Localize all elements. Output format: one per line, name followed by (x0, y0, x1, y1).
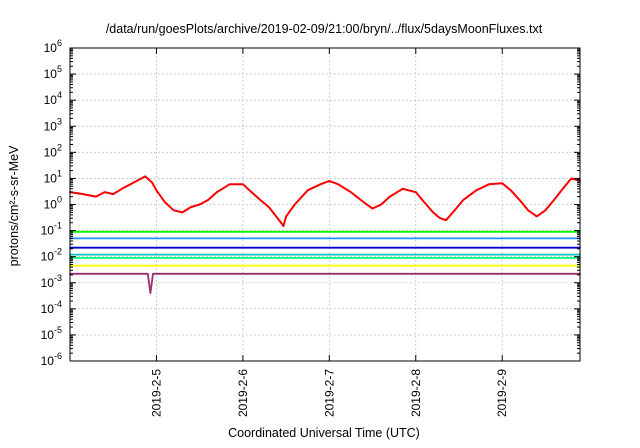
y-tick-label: 10-4 (41, 299, 62, 316)
y-tick-label: 10-2 (41, 247, 62, 264)
x-tick-label: 2019-2-5 (149, 369, 163, 417)
x-axis-label: Coordinated Universal Time (UTC) (228, 426, 420, 440)
y-tick-label: 102 (44, 142, 62, 159)
y-tick-label: 100 (44, 195, 62, 212)
grid-layer (70, 48, 580, 361)
x-tick-label: 2019-2-8 (409, 369, 423, 417)
y-axis-label: protons/cm²-s-sr-MeV (7, 145, 21, 267)
y-tick-label: 106 (44, 38, 62, 55)
series-layer (69, 175, 581, 295)
tick-layer (70, 47, 580, 362)
y-tick-label: 10-3 (41, 273, 62, 290)
y-tick-label: 103 (44, 116, 62, 133)
y-tick-label: 105 (44, 64, 62, 81)
y-tick-label: 10-1 (41, 221, 62, 238)
y-tick-label: 10-6 (41, 351, 62, 368)
series-line (69, 175, 581, 227)
label-layer: 10-6 10-5 10-4 10-3 10-2 10-1 100 101 102 103 104 1… (41, 38, 510, 417)
x-tick-label: 2019-2-6 (236, 369, 250, 417)
x-tick-label: 2019-2-7 (322, 369, 336, 417)
chart-title: /data/run/goesPlots/archive/2019-02-09/2… (106, 22, 543, 36)
y-tick-label: 101 (44, 168, 62, 185)
x-tick-label: 2019-2-9 (495, 369, 509, 417)
y-tick-label: 104 (44, 90, 62, 107)
series-line (69, 272, 581, 295)
y-tick-label: 10-5 (41, 325, 62, 342)
